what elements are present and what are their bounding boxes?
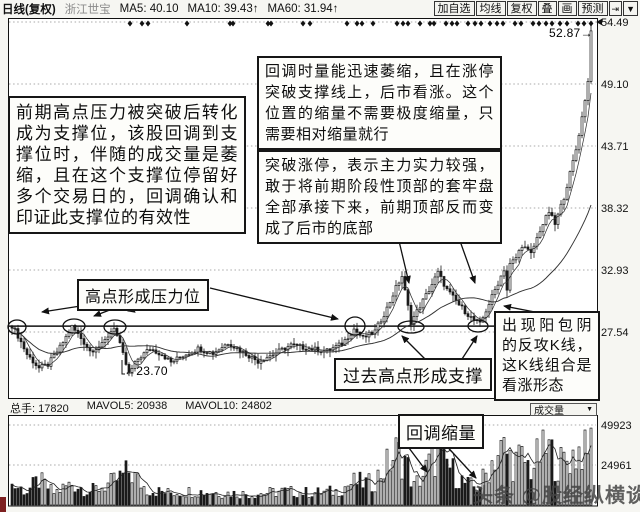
low-callout-line bbox=[121, 360, 125, 375]
highlight-ellipses bbox=[7, 316, 489, 336]
annotation-past-high-support: 过去高点形成支撑 bbox=[334, 358, 492, 391]
adjust-rights-button[interactable]: 复权 bbox=[506, 1, 537, 16]
svg-text:49.10: 49.10 bbox=[601, 79, 629, 91]
svg-text:54.49: 54.49 bbox=[601, 17, 629, 29]
draw-button[interactable]: 画 bbox=[557, 1, 577, 16]
stock-name: 浙江世宝 bbox=[64, 3, 111, 16]
annotation-shrink-volume: 回调时量能迅速萎缩，且在涨停突破支撑线上，后市看涨。这个位置的缩量不需要极度缩量… bbox=[257, 56, 502, 150]
price-axis-labels: 54.49 49.10 43.71 38.32 32.93 27.54 49923 24961 bbox=[596, 17, 632, 472]
ma60-value: MA60: 31.94↑ bbox=[267, 2, 339, 15]
svg-text:32.93: 32.93 bbox=[601, 265, 629, 277]
toolbar: 日线(复权) 浙江世宝 MA5: 40.10 MA10: 39.43↑ MA60… bbox=[0, 0, 640, 17]
svg-text:49923: 49923 bbox=[601, 420, 632, 432]
ma-button[interactable]: 均线 bbox=[475, 1, 506, 16]
svg-text:38.32: 38.32 bbox=[601, 203, 629, 215]
volume-bars-layer bbox=[10, 427, 593, 506]
mavol10-value: MAVOL10: 24802 bbox=[185, 400, 272, 412]
ma-line bbox=[11, 204, 592, 357]
add-watchlist-button[interactable]: 加自选 bbox=[433, 1, 475, 16]
annotation-pullback-volume: 回调缩量 bbox=[398, 414, 484, 449]
mavol-line bbox=[11, 444, 592, 498]
forecast-button[interactable]: 预测 bbox=[577, 1, 608, 16]
svg-text:24961: 24961 bbox=[601, 460, 632, 472]
annotation-limit-up-break: 突破涨停，表示主力实力较强，敢于将前期阶段性顶部的套牢盘全部承接下来，前期顶部反… bbox=[257, 150, 502, 244]
chevron-down-icon: ▼ bbox=[586, 406, 593, 413]
annotation-engulfing-kline: 出现阳包阴的反攻K线，这K线组合是看涨形态 bbox=[494, 311, 600, 401]
current-price-marker bbox=[596, 18, 602, 26]
svg-text:43.71: 43.71 bbox=[601, 141, 629, 153]
watermark: 头条 @股经纵横谈 bbox=[473, 485, 640, 507]
dropdown-arrow-icon[interactable]: ▼ bbox=[623, 1, 638, 16]
volume-header: 总手: 17820 MAVOL5: 20938 MAVOL10: 24802 bbox=[10, 400, 272, 416]
event-diamond-icons bbox=[127, 20, 594, 27]
high-price-callout: 52.87→ bbox=[549, 26, 593, 40]
overlay-button[interactable]: 叠 bbox=[537, 1, 557, 16]
corner-mark bbox=[0, 497, 6, 512]
toolbar-buttons: 加自选 均线 复权 叠 画 预测 ⇥ ▼ bbox=[433, 1, 638, 16]
svg-text:27.54: 27.54 bbox=[601, 327, 629, 339]
volume-indicator-select[interactable]: 成交量 ▼ bbox=[530, 403, 597, 417]
annotation-support-explain: 前期高点压力被突破后转化成为支撑位，该股回调到支撑位时，伴随的成交量是萎缩，且在… bbox=[8, 96, 246, 234]
volume-indicator-label: 成交量 bbox=[534, 406, 564, 417]
next-icon[interactable]: ⇥ bbox=[608, 1, 623, 16]
mavol5-value: MAVOL5: 20938 bbox=[86, 400, 168, 412]
ma5-value: MA5: 40.10 bbox=[119, 2, 179, 15]
ma-line bbox=[11, 92, 592, 367]
low-price-callout: ←23.70 bbox=[124, 364, 168, 378]
ma10-value: MA10: 39.43↑ bbox=[187, 2, 259, 15]
annotation-pressure-level: 高点形成压力位 bbox=[77, 279, 209, 311]
period-label[interactable]: 日线(复权) bbox=[2, 3, 56, 16]
total-lots-value: 总手: 17820 bbox=[10, 403, 69, 415]
